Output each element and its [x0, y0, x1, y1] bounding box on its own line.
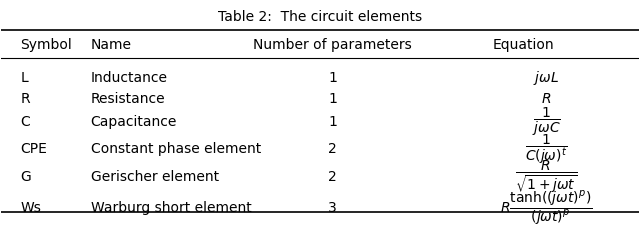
Text: Warburg short element: Warburg short element	[91, 200, 252, 214]
Text: $\dfrac{1}{C(j\omega)^t}$: $\dfrac{1}{C(j\omega)^t}$	[525, 131, 568, 165]
Text: Inductance: Inductance	[91, 70, 168, 84]
Text: Capacitance: Capacitance	[91, 114, 177, 128]
Text: Symbol: Symbol	[20, 37, 72, 51]
Text: $R$: $R$	[541, 92, 552, 106]
Text: L: L	[20, 70, 28, 84]
Text: 1: 1	[328, 92, 337, 106]
Text: 2: 2	[328, 169, 337, 183]
Text: 3: 3	[328, 200, 337, 214]
Text: Name: Name	[91, 37, 132, 51]
Text: 2: 2	[328, 141, 337, 155]
Text: Equation: Equation	[493, 37, 555, 51]
Text: Number of parameters: Number of parameters	[253, 37, 412, 51]
Text: Gerischer element: Gerischer element	[91, 169, 219, 183]
Text: $\dfrac{1}{j\omega C}$: $\dfrac{1}{j\omega C}$	[532, 105, 561, 137]
Text: 1: 1	[328, 70, 337, 84]
Text: $j\omega L$: $j\omega L$	[533, 68, 559, 86]
Text: Constant phase element: Constant phase element	[91, 141, 261, 155]
Text: 1: 1	[328, 114, 337, 128]
Text: G: G	[20, 169, 31, 183]
Text: $R\dfrac{\tanh((j\omega t)^p)}{(j\omega t)^p}$: $R\dfrac{\tanh((j\omega t)^p)}{(j\omega …	[500, 189, 593, 226]
Text: R: R	[20, 92, 30, 106]
Text: C: C	[20, 114, 30, 128]
Text: Table 2:  The circuit elements: Table 2: The circuit elements	[218, 10, 422, 24]
Text: Resistance: Resistance	[91, 92, 165, 106]
Text: CPE: CPE	[20, 141, 47, 155]
Text: Ws: Ws	[20, 200, 42, 214]
Text: $\dfrac{R}{\sqrt{1+j\omega t}}$: $\dfrac{R}{\sqrt{1+j\omega t}}$	[515, 158, 577, 194]
